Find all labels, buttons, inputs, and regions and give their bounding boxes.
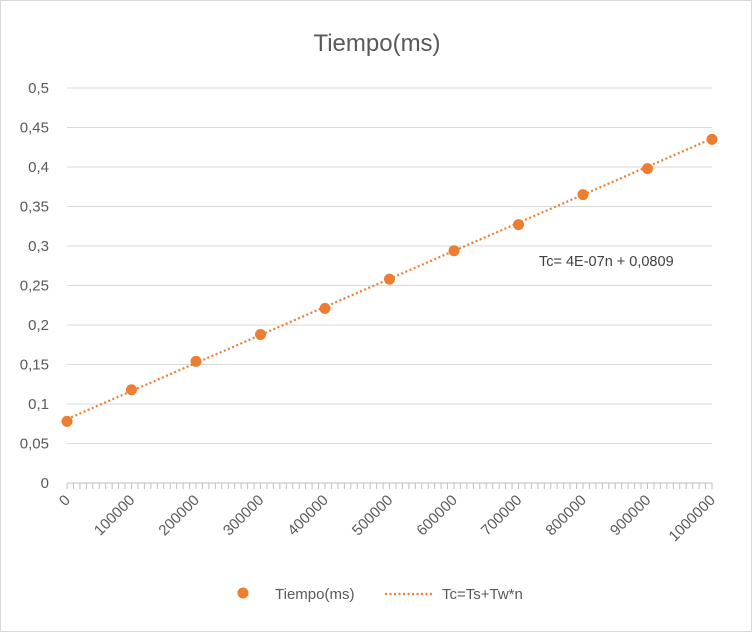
data-point (706, 133, 718, 145)
data-points (61, 133, 718, 427)
gridlines (67, 87, 712, 444)
y-tick-label: 0,3 (28, 238, 49, 255)
y-tick-labels: 0 0,05 0,1 0,15 0,2 0,25 0,3 0,35 0,4 0,45 0,5 (20, 80, 49, 492)
data-point (448, 245, 460, 257)
x-tick-label: 900000 (607, 492, 654, 539)
y-tick-label: 0,1 (28, 396, 49, 413)
x-tick-label: 500000 (349, 492, 396, 539)
y-tick-label: 0,45 (20, 120, 49, 137)
y-tick-label: 0,35 (20, 199, 49, 216)
axes (66, 482, 713, 489)
y-tick-label: 0,05 (20, 436, 49, 453)
data-point (642, 163, 653, 175)
y-tick-label: 0,25 (20, 278, 49, 295)
x-tick-label: 100000 (91, 492, 138, 539)
x-tick-label: 300000 (220, 492, 267, 539)
x-tick-label: 0 (56, 492, 74, 510)
x-tick-label: 800000 (542, 492, 589, 539)
data-point (126, 384, 137, 396)
data-point (61, 415, 73, 427)
x-tick-label: 1000000 (666, 492, 719, 545)
data-point (513, 219, 524, 231)
x-tick-label: 400000 (284, 492, 331, 539)
x-tick-label: 700000 (478, 492, 525, 539)
legend: Tiempo(ms) Tc=Ts+Tw*n (237, 586, 523, 603)
y-tick-label: 0,2 (28, 317, 49, 334)
data-point (319, 302, 331, 314)
legend-marker-scatter (237, 587, 249, 599)
data-point (384, 273, 395, 285)
data-point (190, 355, 202, 367)
x-tick-label: 200000 (155, 492, 202, 539)
x-tick-labels: 0 100000 200000 300000 400000 500000 600000 700… (56, 492, 719, 545)
y-tick-label: 0,4 (28, 159, 49, 176)
data-point (577, 189, 589, 201)
x-tick-label: 600000 (413, 492, 460, 539)
y-tick-label: 0,5 (28, 80, 49, 97)
y-tick-label: 0 (41, 475, 49, 492)
y-tick-label: 0,15 (20, 357, 49, 374)
chart-title: Tiempo(ms) (313, 30, 440, 57)
trendline-equation: Tc= 4E-07n + 0,0809 (539, 254, 674, 270)
data-point (255, 328, 266, 340)
legend-label-trendline: Tc=Ts+Tw*n (442, 586, 523, 603)
legend-label-scatter: Tiempo(ms) (275, 586, 354, 603)
